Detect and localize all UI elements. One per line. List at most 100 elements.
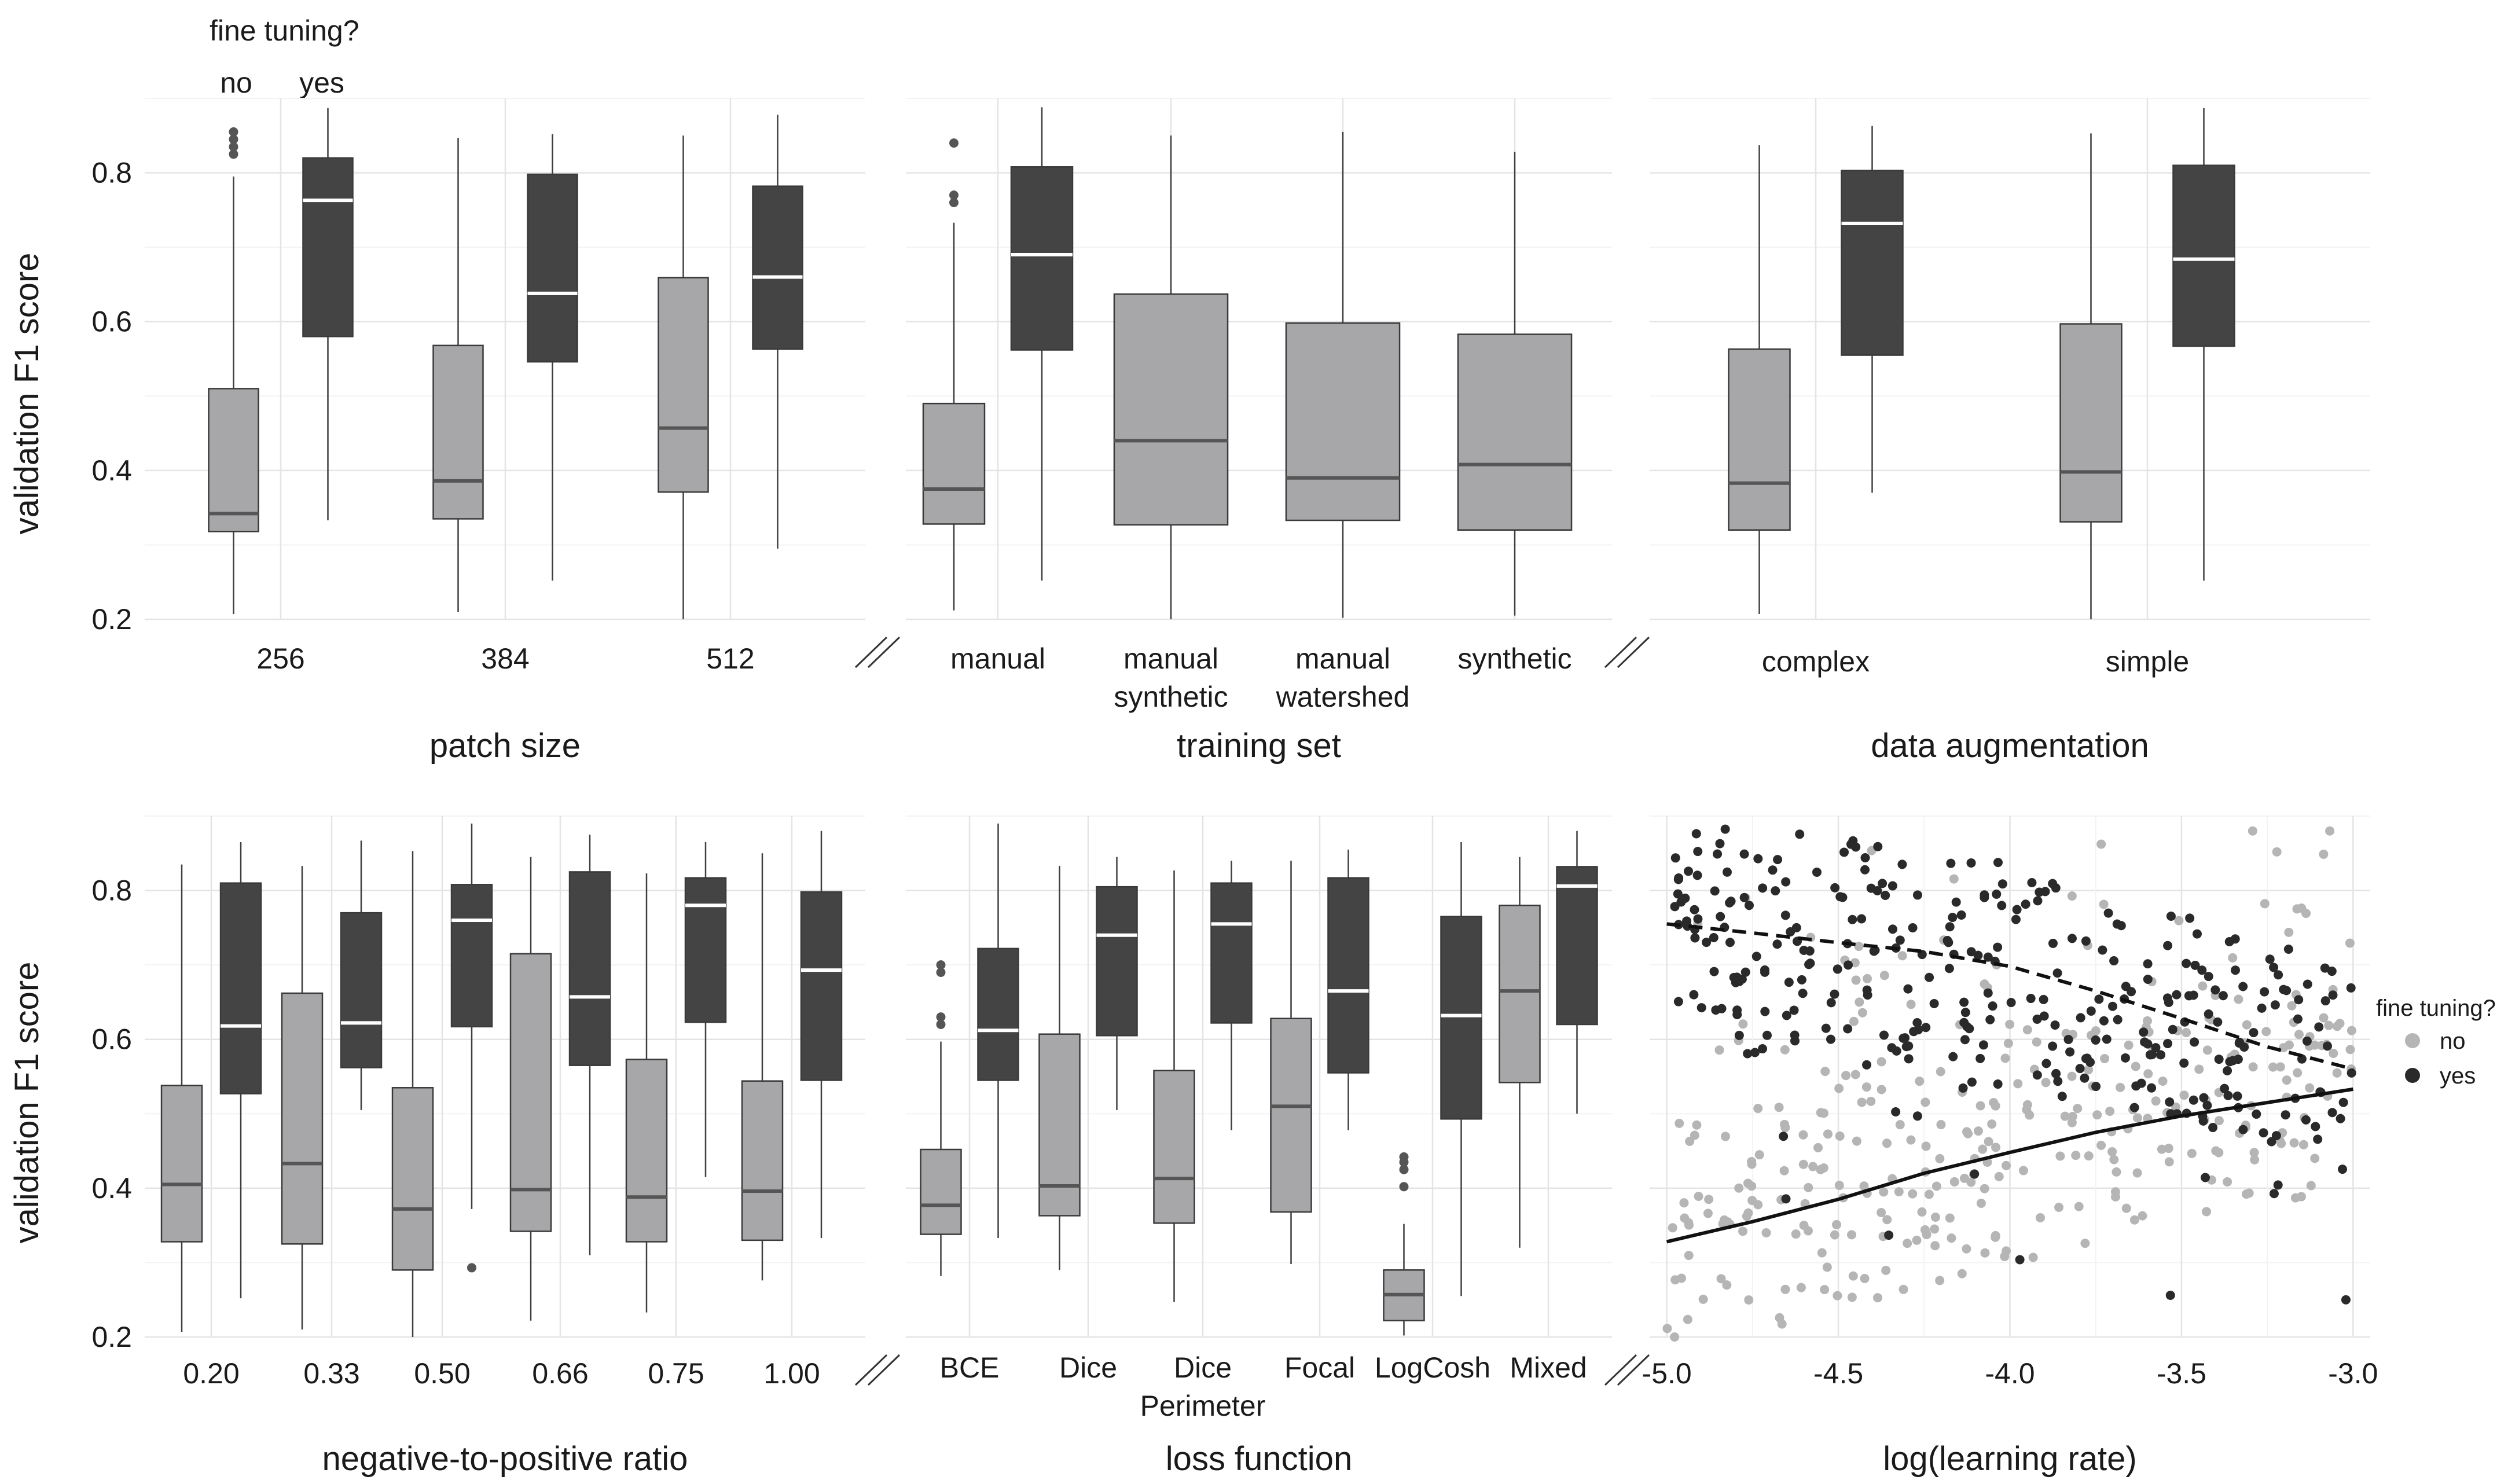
box-iqr	[1440, 916, 1482, 1120]
box-loss-function-2-no	[1153, 870, 1195, 1302]
x-tick-label-learning-rate-0: -5.0	[1642, 1357, 1692, 1390]
scatter-point-yes	[2015, 1255, 2025, 1265]
scatter-point-no	[1903, 1239, 1912, 1248]
scatter-point-no	[2248, 826, 2257, 836]
scatter-point-yes	[1833, 964, 1842, 974]
scatter-point-no	[1984, 1137, 1993, 1147]
box-iqr	[1327, 877, 1369, 1074]
scatter-point-yes	[2327, 1108, 2337, 1118]
scatter-point-yes	[1768, 865, 1778, 875]
panel-data-augmentation	[1728, 108, 2235, 619]
box-data-augmentation-1-yes	[2172, 108, 2235, 581]
scatter-point-yes	[2303, 979, 2312, 989]
scatter-point-no	[1722, 1280, 1732, 1290]
scatter-point-no	[2164, 1144, 2173, 1154]
scatter-point-no	[2131, 1061, 2140, 1071]
scatter-point-no	[1949, 1177, 1959, 1187]
scatter-point-no	[1882, 1138, 1892, 1148]
box-iqr	[2172, 164, 2235, 347]
scatter-point-no	[2301, 909, 2311, 919]
box-loss-function-4-yes	[1440, 842, 1482, 1296]
scatter-point-yes	[2228, 1056, 2238, 1066]
scatter-point-yes	[1912, 1111, 1922, 1121]
scatter-point-yes	[1812, 867, 1822, 877]
x-tick-line: watershed	[1276, 681, 1410, 713]
scatter-point-no	[1796, 1283, 1806, 1292]
axis-break-mark	[1604, 636, 1637, 668]
scatter-point-yes	[2057, 1092, 2067, 1101]
box-iqr	[1457, 333, 1573, 531]
box-patch-size-2-yes	[752, 115, 803, 549]
scatter-point-no	[2187, 1148, 2197, 1158]
scatter-point-no	[2306, 1181, 2316, 1191]
grid-data-augmentation	[1650, 98, 2370, 620]
scatter-point-yes	[2166, 911, 2176, 921]
scatter-point-yes	[2035, 887, 2044, 897]
scatter-point-no	[1738, 1019, 1748, 1029]
y-tick-label-r0-0: 0.2	[91, 603, 132, 636]
scatter-point-no	[2319, 849, 2329, 859]
box-iqr	[1841, 170, 1904, 356]
scatter-point-no	[2084, 1151, 2094, 1161]
box-data-augmentation-1-no	[2059, 133, 2123, 619]
scatter-point-no	[2071, 1151, 2081, 1160]
scatter-point-no	[2133, 1113, 2143, 1123]
scatter-point-yes	[2188, 1095, 2198, 1105]
scatter-point-yes	[2204, 972, 2213, 982]
scatter-point-yes	[2294, 995, 2304, 1005]
scatter-point-yes	[2346, 983, 2356, 993]
scatter-point-no	[2234, 994, 2243, 1004]
scatter-point-no	[2228, 953, 2238, 963]
scatter-point-yes	[1904, 1054, 1914, 1064]
scatter-point-no	[1936, 1067, 1945, 1077]
scatter-point-yes	[2220, 1083, 2230, 1093]
scatter-point-no	[1819, 1108, 1828, 1118]
scatter-point-no	[1816, 1165, 1826, 1174]
x-tick-label-neg-pos-ratio-0: 0.20	[183, 1357, 239, 1390]
scatter-point-yes	[2208, 1123, 2218, 1133]
scatter-point-no	[2124, 1040, 2134, 1050]
scatter-point-yes	[1975, 1053, 1985, 1063]
box-iqr	[1728, 348, 1791, 531]
box-training-set-1-no	[1113, 135, 1229, 619]
scatter-point-yes	[2012, 905, 2022, 914]
box-iqr	[1270, 1018, 1312, 1213]
scatter-point-no	[2142, 1016, 2152, 1026]
box-training-set-3-no	[1457, 152, 1573, 616]
scatter-point-yes	[2033, 896, 2043, 906]
scatter-point-no	[1881, 1265, 1891, 1275]
scatter-point-yes	[2094, 994, 2104, 1004]
scatter-point-yes	[2338, 1097, 2348, 1107]
scatter-point-yes	[1846, 839, 1856, 849]
x-tick-label-neg-pos-ratio-2: 0.50	[414, 1357, 470, 1390]
scatter-point-no	[1744, 1295, 1754, 1305]
axis-break-mark	[1604, 1354, 1637, 1386]
scatter-point-yes	[1860, 865, 1870, 875]
scatter-point-no	[1877, 1057, 1886, 1067]
scatter-point-no	[2096, 1140, 2106, 1150]
scatter-point-no	[2289, 1138, 2299, 1148]
scatter-point-no	[2284, 927, 2294, 937]
scatter-point-yes	[1988, 1001, 1997, 1011]
scatter-point-yes	[1948, 913, 1958, 923]
scatter-point-yes	[2320, 996, 2330, 1006]
scatter-point-yes	[1944, 964, 1954, 974]
box-iqr	[450, 884, 493, 1028]
scatter-point-yes	[1760, 1007, 1770, 1016]
legend-title: fine tuning?	[2376, 996, 2496, 1021]
outlier-point	[949, 198, 959, 207]
scatter-point-yes	[1692, 870, 1702, 880]
scatter-point-yes	[1908, 923, 1918, 933]
scatter-point-no	[1861, 1082, 1871, 1092]
scatter-point-no	[1703, 1208, 1713, 1218]
scatter-point-yes	[2259, 1128, 2268, 1138]
scatter-point-no	[2080, 1239, 2090, 1248]
scatter-point-yes	[1973, 950, 1983, 960]
scatter-point-yes	[1760, 965, 1769, 975]
scatter-point-yes	[2252, 1109, 2261, 1119]
x-tick-line: 0.33	[303, 1357, 359, 1390]
x-tick-label-training-set-1: manual synthetic	[1114, 642, 1228, 713]
scatter-point-yes	[2163, 1039, 2173, 1049]
scatter-point-yes	[1772, 939, 1782, 949]
scatter-point-yes	[2113, 1015, 2123, 1024]
